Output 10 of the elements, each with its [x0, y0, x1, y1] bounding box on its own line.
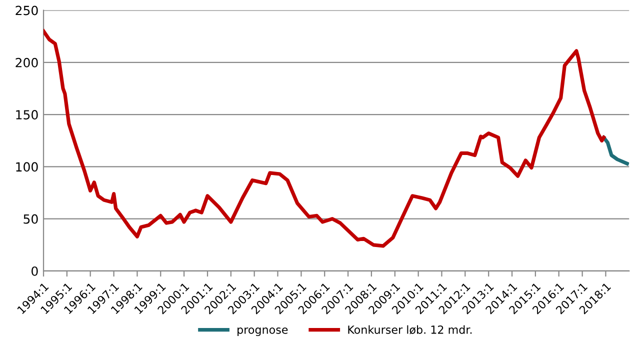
y-tick-label: 250: [16, 6, 38, 16]
y-tick-label: 0: [32, 266, 38, 276]
y-tick-label: 150: [16, 110, 38, 120]
y-tick-label: 100: [16, 162, 38, 172]
line-series: [44, 29, 606, 248]
y-tick-label: 200: [16, 58, 38, 68]
y-tick-label: 50: [24, 214, 38, 224]
legend-label: Konkurser løb. 12 mdr.: [348, 325, 472, 334]
legend-label: prognose: [238, 328, 288, 336]
line-series: [602, 136, 629, 166]
